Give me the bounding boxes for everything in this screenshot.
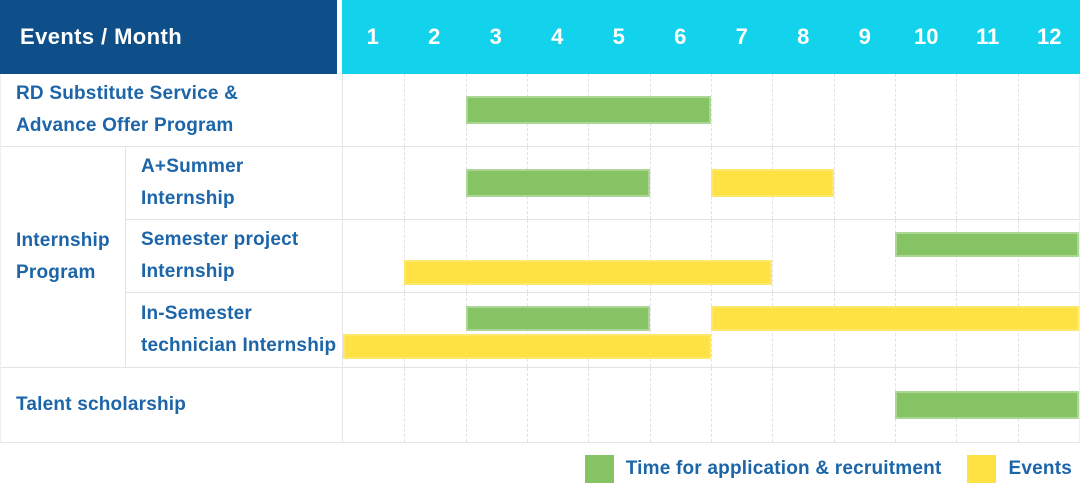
header-title: Events / Month	[20, 24, 183, 49]
legend-swatch-application	[584, 455, 614, 483]
row-grid-semester-project-internship	[342, 219, 1079, 292]
month-label-3: 3	[489, 24, 502, 49]
month-gridline	[833, 147, 835, 219]
application-bar-a-plus-summer-internship-m3-m5	[465, 169, 650, 197]
row-label-rd-substitute-service-line: RD Substitute Service &	[16, 83, 239, 104]
month-label-5: 5	[612, 24, 625, 49]
month-gridline	[895, 74, 896, 146]
month-gridline	[772, 368, 774, 442]
event-bar-semester-project-internship-m2-m7	[404, 260, 773, 286]
month-label-4: 4	[551, 24, 564, 49]
month-label-7: 7	[735, 24, 748, 49]
legend-label-event: Events	[1008, 458, 1072, 479]
month-gridline	[1017, 147, 1019, 219]
legend-swatch-event	[967, 455, 997, 483]
legend: Time for application & recruitment Events	[0, 443, 1080, 494]
month-gridline	[649, 368, 651, 442]
month-label-1: 1	[366, 24, 379, 49]
month-gridline	[956, 147, 958, 219]
row-label-rd-substitute-service: RD Substitute Service & Advance Offer Pro…	[1, 74, 342, 146]
row-group-label-internship-program: Internship Program	[1, 146, 126, 367]
event-bar-in-semester-technician-internship-m1-m6	[343, 334, 711, 360]
row-label-talent-scholarship-line: Talent scholarship	[16, 394, 187, 415]
month-gridline	[465, 220, 467, 292]
row-grid-talent-scholarship	[342, 367, 1079, 442]
month-label-2: 2	[428, 24, 441, 49]
event-bar-in-semester-technician-internship-m7-m12	[711, 305, 1079, 331]
application-bar-in-semester-technician-internship-m3-m5	[465, 305, 650, 331]
row-grid-a-plus-summer-internship	[342, 146, 1079, 219]
month-label-11: 11	[976, 24, 1000, 49]
month-label-8: 8	[797, 24, 810, 49]
row-label-semester-project-internship: Semester project Internship	[126, 219, 342, 292]
events-month-header-cell: Events / Month	[0, 0, 337, 74]
month-gridline	[711, 74, 712, 146]
month-gridline	[649, 293, 651, 367]
row-label-rd-substitute-service-line: Advance Offer Program	[16, 115, 234, 136]
month-gridline	[404, 368, 406, 442]
month-gridline	[956, 74, 958, 146]
row-label-in-semester-technician-internship: In-Semester technician Internship	[126, 292, 342, 367]
header-gap	[337, 0, 342, 74]
month-gridline	[833, 220, 835, 292]
month-header-row: 1 2 3 4 5 6 7 8 9 10 11 12	[342, 0, 1080, 74]
row-grid-in-semester-technician-internship	[342, 292, 1079, 367]
month-gridline	[588, 368, 590, 442]
month-gridline	[772, 220, 774, 292]
month-gridline	[404, 293, 406, 367]
row-group-label-internship-program-line: Internship	[16, 230, 110, 251]
month-gridline	[588, 220, 590, 292]
application-bar-talent-scholarship-m10-m12	[895, 391, 1079, 419]
row-label-in-semester-technician-internship-line: In-Semester	[141, 303, 252, 324]
row-group-label-internship-program-line: Program	[16, 262, 96, 283]
row-label-semester-project-internship-line: Semester project	[141, 229, 299, 250]
schedule-table-body: RD Substitute Service & Advance Offer Pro…	[0, 74, 1080, 443]
legend-label-application: Time for application & recruitment	[625, 458, 942, 479]
application-bar-semester-project-internship-m10-m12	[895, 232, 1079, 258]
month-gridline	[833, 368, 835, 442]
month-gridline	[649, 147, 651, 219]
row-label-semester-project-internship-line: Internship	[141, 261, 235, 282]
row-label-in-semester-technician-internship-line: technician Internship	[141, 335, 337, 356]
row-label-a-plus-summer-internship: A+Summer Internship	[126, 146, 342, 219]
month-gridline	[772, 74, 774, 146]
legend-item-event: Events	[967, 455, 1072, 483]
month-gridline	[527, 220, 528, 292]
row-label-a-plus-summer-internship-line: Internship	[141, 188, 235, 209]
row-label-a-plus-summer-internship-line: A+Summer	[141, 156, 244, 177]
month-gridline	[465, 368, 467, 442]
month-label-10: 10	[914, 24, 939, 49]
row-grid-rd-substitute-service	[342, 74, 1079, 146]
month-label-12: 12	[1037, 24, 1062, 49]
month-gridline	[711, 220, 712, 292]
month-gridline	[1017, 74, 1019, 146]
month-label-9: 9	[858, 24, 871, 49]
month-gridline	[404, 147, 406, 219]
row-label-talent-scholarship: Talent scholarship	[1, 367, 342, 442]
month-gridline	[527, 368, 528, 442]
table-header: Events / Month 1 2 3 4 5 6 7 8 9 10 11 12	[0, 0, 1080, 74]
event-bar-a-plus-summer-internship-m7-m8	[711, 169, 834, 197]
legend-item-application: Time for application & recruitment	[584, 455, 942, 483]
month-gridline	[404, 74, 406, 146]
month-gridline	[649, 220, 651, 292]
application-bar-rd-substitute-service-m3-m6	[465, 96, 711, 124]
month-label-6: 6	[674, 24, 687, 49]
month-gridline	[895, 147, 896, 219]
month-gridline	[404, 220, 406, 292]
month-gridline	[711, 368, 712, 442]
month-gridline	[833, 74, 835, 146]
